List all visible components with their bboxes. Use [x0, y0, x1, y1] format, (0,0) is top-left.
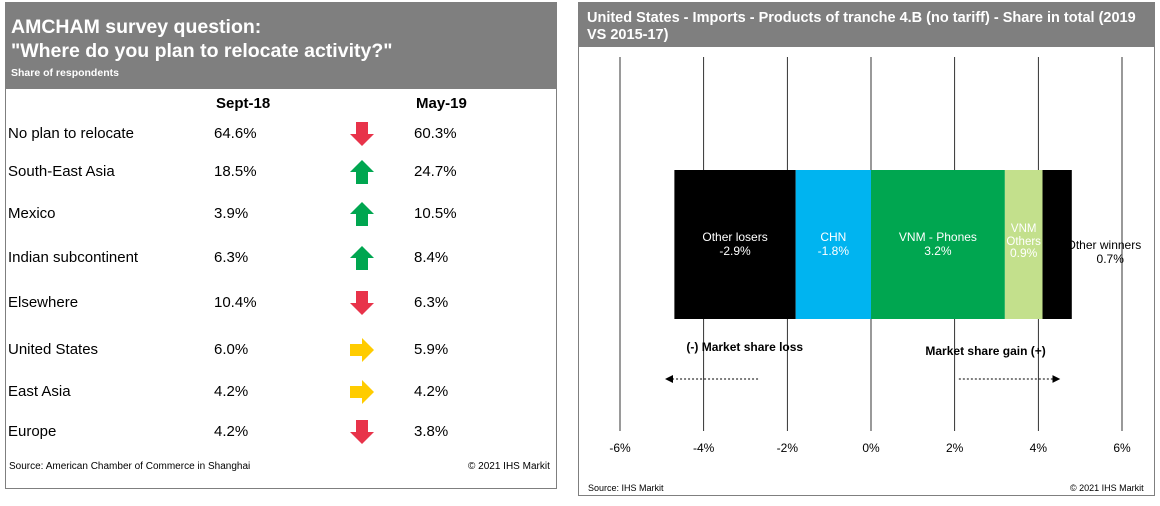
chart-title: United States - Imports - Products of tr… [587, 10, 1136, 43]
survey-title: AMCHAM survey question: "Where do you pl… [11, 16, 393, 62]
survey-panel: AMCHAM survey question: "Where do you pl… [5, 2, 557, 489]
row-value-may19: 6.3% [414, 294, 449, 311]
x-tick-label: -4% [693, 441, 715, 455]
row-label: South-East Asia [8, 163, 115, 180]
segment-name: Other winners [1067, 238, 1142, 252]
segment-value: 0.9% [1010, 246, 1038, 260]
survey-subtitle: Share of respondents [11, 67, 119, 79]
survey-header: AMCHAM survey question: "Where do you pl… [6, 3, 556, 89]
row-label: Mexico [8, 205, 56, 222]
row-label: Elsewhere [8, 294, 79, 311]
segment-name: Other losers [702, 230, 767, 244]
chart-copyright: © 2021 IHS Markit [1070, 483, 1144, 493]
chart-source: Source: IHS Markit [588, 483, 664, 493]
market-share-chart: -6% -4% -2% 0% 2% 4% 6% Other losers-2.9% CHN-1.… [609, 57, 1142, 455]
row-value-may19: 4.2% [414, 383, 449, 400]
bar-segment [1004, 170, 1043, 319]
bar-segment [871, 170, 1005, 319]
segment-value: -1.8% [818, 244, 850, 258]
row-label: Europe [8, 423, 57, 440]
loss-annotation: (-) Market share loss [686, 340, 803, 354]
trend-down-arrow-icon [350, 122, 374, 146]
x-tick-label: 4% [1030, 441, 1048, 455]
row-label: East Asia [8, 383, 71, 400]
gain-annotation: Market share gain (+) [925, 344, 1045, 358]
row-value-sept18: 64.6% [214, 125, 257, 142]
row-label: United States [8, 341, 99, 358]
trend-up-arrow-icon [350, 202, 374, 226]
row-label: No plan to relocate [8, 125, 134, 142]
chart-header: United States - Imports - Products of tr… [579, 3, 1154, 47]
column-header-may19: May-19 [416, 95, 467, 112]
row-value-may19: 24.7% [414, 163, 457, 180]
survey-copyright: © 2021 IHS Markit [468, 461, 550, 472]
column-header-sept18: Sept-18 [216, 95, 271, 112]
bar-segment [674, 170, 796, 319]
row-value-sept18: 18.5% [214, 163, 257, 180]
row-value-sept18: 4.2% [214, 423, 249, 440]
trend-down-arrow-icon [350, 420, 374, 444]
x-tick-label: 0% [862, 441, 880, 455]
row-value-sept18: 3.9% [214, 205, 249, 222]
segment-value: 3.2% [924, 244, 952, 258]
trend-up-arrow-icon [350, 246, 374, 270]
row-label: Indian subcontinent [8, 249, 139, 266]
trend-up-arrow-icon [350, 160, 374, 184]
row-value-sept18: 10.4% [214, 294, 257, 311]
chart-panel: United States - Imports - Products of tr… [578, 2, 1155, 496]
row-value-sept18: 4.2% [214, 383, 249, 400]
segment-value: 0.7% [1097, 252, 1125, 266]
x-tick-label: 2% [946, 441, 964, 455]
row-value-may19: 10.5% [414, 205, 457, 222]
bar-segment [795, 170, 871, 319]
trend-flat-arrow-icon [350, 338, 374, 362]
segment-name: Others [1006, 236, 1041, 248]
row-value-may19: 8.4% [414, 249, 449, 266]
row-value-sept18: 6.3% [214, 249, 249, 266]
row-value-may19: 3.8% [414, 423, 449, 440]
segment-name: VNM [1011, 223, 1037, 235]
segment-name: CHN [820, 230, 846, 244]
survey-source: Source: American Chamber of Commerce in … [9, 461, 251, 472]
trend-flat-arrow-icon [350, 380, 374, 404]
row-value-may19: 60.3% [414, 125, 457, 142]
bar-segment [1042, 170, 1072, 319]
segment-value: -2.9% [719, 244, 751, 258]
segment-name: VNM - Phones [899, 230, 977, 244]
x-tick-label: -2% [777, 441, 799, 455]
x-tick-label: -6% [609, 441, 631, 455]
row-value-sept18: 6.0% [214, 341, 249, 358]
row-value-may19: 5.9% [414, 341, 449, 358]
x-tick-label: 6% [1113, 441, 1131, 455]
trend-down-arrow-icon [350, 291, 374, 315]
